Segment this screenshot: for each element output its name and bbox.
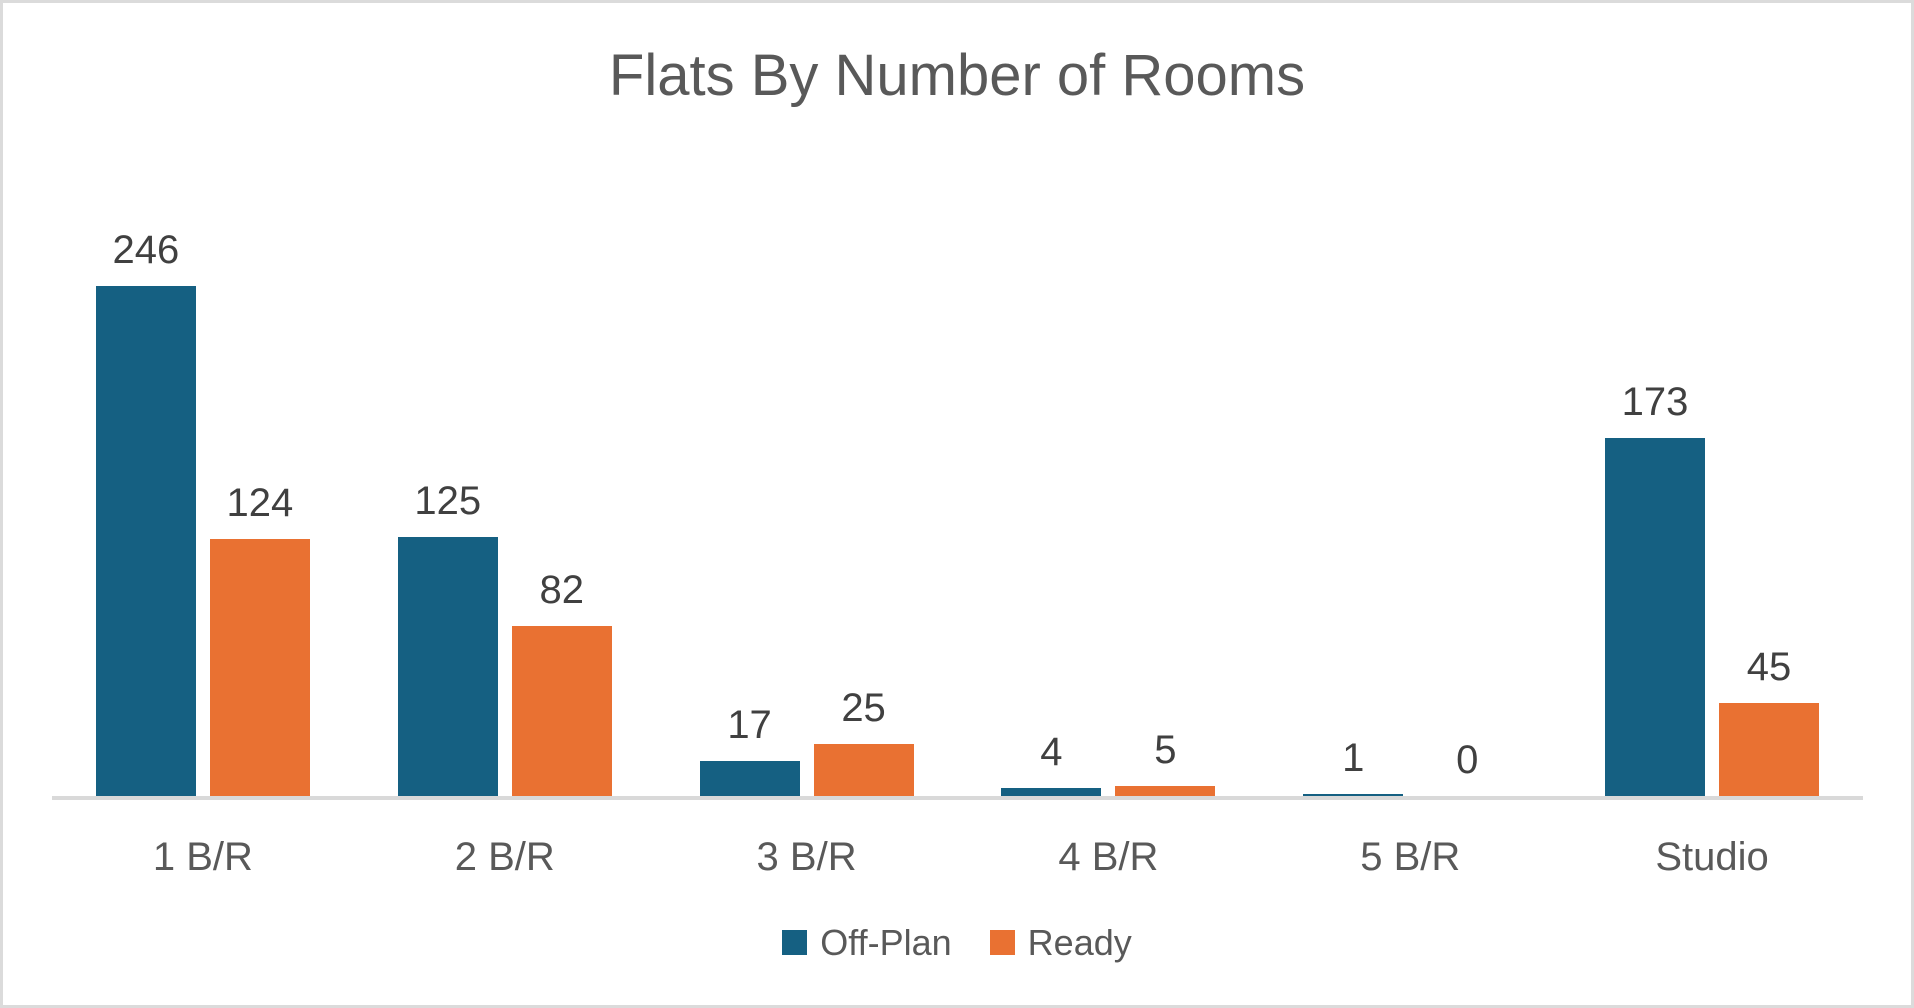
legend-label-ready: Ready	[1027, 922, 1132, 963]
bar-off-plan-studio: 173	[1605, 382, 1706, 796]
data-label: 125	[414, 479, 482, 523]
x-axis-label-4-b-r: 4 B/R	[1058, 835, 1159, 879]
chart-title: Flats By Number of Rooms	[608, 43, 1306, 108]
legend-item-off-plan: Off-Plan	[782, 921, 952, 964]
x-axis-label-studio: Studio	[1655, 835, 1769, 879]
legend-swatch-ready	[989, 930, 1015, 956]
x-axis-label-3-b-r: 3 B/R	[756, 835, 857, 879]
bar-fill	[511, 626, 612, 796]
bar-ready-1-b-r: 124	[209, 483, 310, 796]
plot-area: 246 124 125 82 17 25 4 5 1 0 173 45	[52, 230, 1863, 796]
bar-off-plan-3-b-r: 17	[699, 705, 800, 796]
category-group-3-b-r: 17 25	[656, 278, 958, 796]
data-label: 17	[727, 703, 772, 747]
bar-fill	[699, 761, 800, 796]
category-group-2-b-r: 125 82	[354, 278, 656, 796]
bar-fill	[1303, 794, 1404, 796]
bar-fill	[1115, 786, 1216, 796]
data-label: 124	[226, 481, 294, 525]
x-axis-line	[52, 796, 1863, 800]
bar-off-plan-4-b-r: 4	[1001, 732, 1102, 796]
bar-fill	[1605, 438, 1706, 796]
data-label: 25	[841, 686, 886, 730]
bar-off-plan-5-b-r: 1	[1303, 738, 1404, 796]
data-label: 0	[1456, 738, 1479, 782]
legend-label-off-plan: Off-Plan	[820, 922, 952, 963]
x-axis-labels: 1 B/R 2 B/R 3 B/R 4 B/R 5 B/R Studio	[52, 833, 1863, 881]
x-axis-label-5-b-r: 5 B/R	[1360, 835, 1461, 879]
legend: Off-Plan Ready	[3, 921, 1911, 964]
x-axis-label-2-b-r: 2 B/R	[454, 835, 555, 879]
bar-ready-studio: 45	[1719, 647, 1820, 796]
bar-fill	[209, 539, 310, 796]
bar-fill	[1001, 788, 1102, 796]
bar-ready-3-b-r: 25	[813, 688, 914, 796]
data-label: 173	[1621, 380, 1689, 424]
category-group-1-b-r: 246 124	[52, 230, 354, 796]
bar-ready-2-b-r: 82	[511, 570, 612, 796]
bar-off-plan-1-b-r: 246	[95, 230, 196, 796]
data-label: 82	[539, 568, 584, 612]
data-label: 4	[1040, 730, 1063, 774]
bar-fill	[813, 744, 914, 796]
data-label: 5	[1154, 728, 1177, 772]
bar-ready-4-b-r: 5	[1115, 730, 1216, 796]
bar-fill	[397, 537, 498, 796]
legend-swatch-off-plan	[782, 930, 808, 956]
data-label: 1	[1342, 736, 1365, 780]
x-axis-label-1-b-r: 1 B/R	[152, 835, 253, 879]
bar-fill	[95, 286, 196, 796]
category-group-studio: 173 45	[1561, 278, 1863, 796]
data-label: 45	[1746, 645, 1792, 689]
bar-fill	[1719, 703, 1820, 796]
bar-off-plan-2-b-r: 125	[397, 481, 498, 796]
data-label: 246	[112, 228, 180, 272]
legend-item-ready: Ready	[989, 921, 1132, 964]
